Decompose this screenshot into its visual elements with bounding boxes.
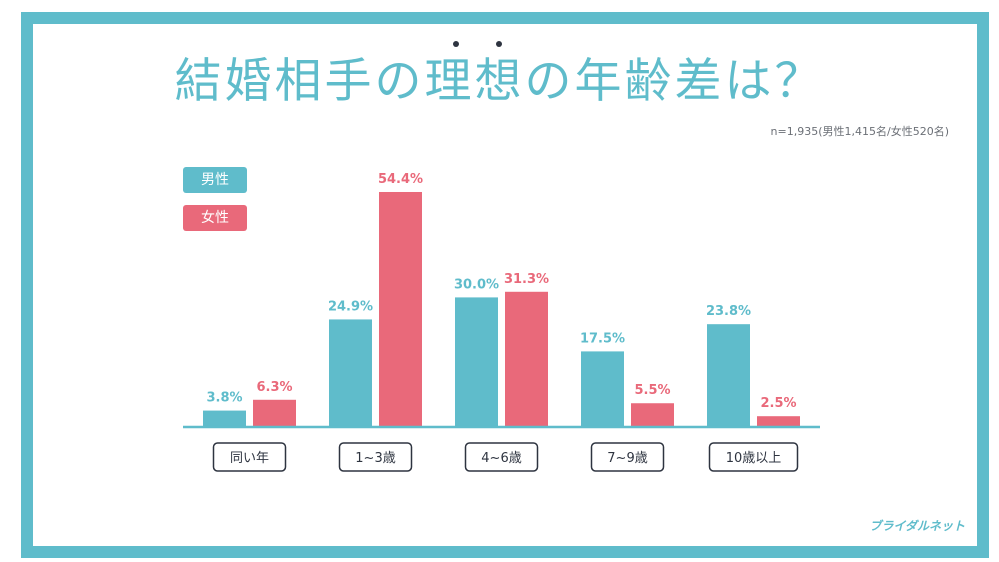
bar-male: [329, 319, 372, 427]
legend-male: 男性: [183, 167, 247, 193]
category-label-box: [338, 442, 413, 472]
data-label: 5.5%: [634, 383, 670, 398]
bar-female: [505, 291, 548, 427]
bar-male: [707, 324, 750, 427]
data-label: 31.3%: [504, 272, 549, 287]
category-label: 7~9歳: [607, 451, 647, 466]
data-label: 17.5%: [580, 331, 625, 346]
data-label: 24.9%: [328, 299, 373, 314]
bar-male: [581, 351, 624, 427]
bar-female: [253, 399, 296, 427]
data-label: 54.4%: [378, 172, 423, 187]
data-label: 3.8%: [206, 391, 242, 406]
data-label: 2.5%: [760, 396, 796, 411]
brand-logo: ブライダルネット: [869, 519, 965, 533]
bar-female: [631, 403, 674, 427]
category-label: 10歳以上: [726, 451, 782, 466]
data-label: 30.0%: [454, 277, 499, 292]
bar-female: [757, 416, 800, 427]
bar-male: [455, 297, 498, 427]
chart-title: 結婚相手の理想の年齢差は？: [174, 54, 825, 109]
category-label-box: [464, 442, 539, 472]
category-label: 同い年: [230, 451, 269, 466]
data-label: 23.8%: [706, 304, 751, 319]
emphasis-dot: [496, 41, 502, 47]
bar-female: [379, 191, 422, 427]
data-label: 6.3%: [256, 380, 292, 395]
legend-female: 女性: [183, 205, 247, 231]
category-label-box: [590, 442, 665, 472]
bar-male: [203, 410, 246, 427]
emphasis-dot: [453, 41, 459, 47]
category-label: 1~3歳: [355, 451, 395, 466]
sample-size-note: n=1,935(男性1,415名/女性520名): [770, 125, 949, 138]
category-label-box: [212, 442, 287, 472]
category-label-box: [708, 442, 799, 472]
category-label: 4~6歳: [481, 451, 521, 466]
